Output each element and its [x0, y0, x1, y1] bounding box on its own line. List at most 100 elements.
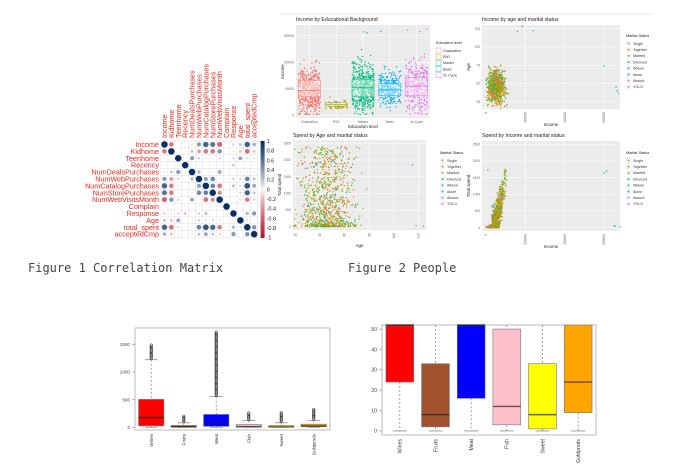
data-point — [343, 217, 345, 220]
data-point — [302, 92, 305, 95]
correlation-circle — [244, 182, 251, 189]
data-point — [323, 205, 325, 208]
data-point — [488, 90, 490, 93]
data-point — [319, 199, 322, 201]
legend-marker — [441, 190, 444, 193]
data-point — [325, 162, 327, 164]
data-point — [505, 185, 507, 187]
y-tick-label: 50 — [476, 82, 480, 86]
data-point — [342, 219, 344, 222]
data-point — [314, 82, 317, 85]
data-point — [333, 223, 335, 226]
x-tick-label: Fish — [246, 434, 251, 443]
data-point — [313, 210, 316, 212]
correlation-circle — [251, 225, 257, 230]
data-point — [316, 216, 319, 218]
correlation-circle — [210, 197, 215, 202]
data-point — [315, 70, 318, 72]
correlation-circle — [245, 211, 249, 216]
data-point — [389, 103, 392, 105]
data-point — [418, 96, 421, 99]
data-point — [329, 214, 331, 216]
x-tick-label: Graduation — [301, 120, 318, 124]
data-point — [335, 187, 337, 189]
correlation-circle — [212, 157, 214, 159]
correlation-circle — [197, 170, 201, 174]
data-point — [504, 89, 506, 91]
data-point — [306, 111, 308, 113]
data-point — [330, 165, 333, 167]
data-point — [369, 64, 371, 66]
data-point — [418, 105, 421, 107]
y-tick-label: 0 — [289, 225, 291, 229]
data-point — [303, 84, 305, 87]
data-point — [494, 209, 496, 211]
data-point — [502, 189, 505, 192]
correlation-circle — [217, 149, 222, 154]
data-point — [355, 95, 357, 97]
correlation-circle — [245, 231, 250, 237]
data-point — [324, 198, 326, 201]
data-point — [364, 94, 366, 96]
colorbar-tick: 0.4 — [267, 168, 275, 174]
data-point — [317, 81, 319, 83]
data-point — [605, 170, 608, 172]
data-point — [308, 224, 311, 226]
data-point — [317, 220, 319, 222]
data-point — [387, 79, 389, 82]
data-point — [398, 71, 400, 73]
data-point — [333, 206, 336, 209]
column-label: Response — [229, 106, 238, 138]
data-point — [304, 194, 306, 196]
legend-marker — [627, 61, 630, 63]
data-point — [502, 183, 504, 186]
correlation-circle — [177, 184, 180, 187]
data-point — [352, 91, 355, 94]
data-point — [314, 95, 316, 97]
data-point — [352, 189, 354, 191]
data-point — [382, 102, 385, 104]
data-point — [356, 146, 358, 148]
data-point — [312, 223, 314, 226]
data-point — [324, 160, 326, 163]
data-point — [504, 190, 507, 193]
data-point — [363, 84, 366, 86]
data-point — [417, 75, 419, 77]
data-point — [496, 193, 498, 195]
data-point — [501, 77, 504, 79]
data-point — [487, 73, 490, 75]
data-point — [310, 94, 313, 96]
correlation-circle — [204, 219, 207, 222]
data-point — [353, 84, 355, 87]
data-point — [305, 189, 308, 191]
data-point — [332, 225, 334, 228]
data-point — [331, 188, 333, 190]
data-point — [328, 101, 330, 103]
legend-marker — [441, 165, 444, 168]
correlation-circle — [239, 171, 242, 173]
data-point — [489, 88, 491, 91]
data-point — [298, 85, 300, 87]
data-point — [344, 162, 346, 164]
data-point — [343, 201, 345, 203]
x-tick-label: 200000 — [523, 112, 527, 123]
data-point — [365, 81, 367, 83]
correlation-circle — [223, 203, 230, 210]
data-point — [299, 72, 301, 74]
data-point — [337, 207, 339, 209]
data-point — [489, 226, 492, 229]
data-point — [373, 99, 375, 102]
correlation-circle — [162, 232, 167, 236]
colorbar-segment — [260, 148, 265, 152]
correlation-circle — [238, 142, 242, 146]
data-point — [309, 101, 311, 103]
data-point — [345, 221, 348, 223]
data-point — [399, 102, 401, 104]
x-tick-label: 100 — [392, 233, 396, 239]
data-point — [361, 48, 363, 51]
data-point — [336, 147, 339, 149]
data-point — [303, 211, 306, 213]
data-point — [359, 113, 362, 116]
data-point — [326, 177, 329, 179]
data-point — [319, 196, 321, 198]
